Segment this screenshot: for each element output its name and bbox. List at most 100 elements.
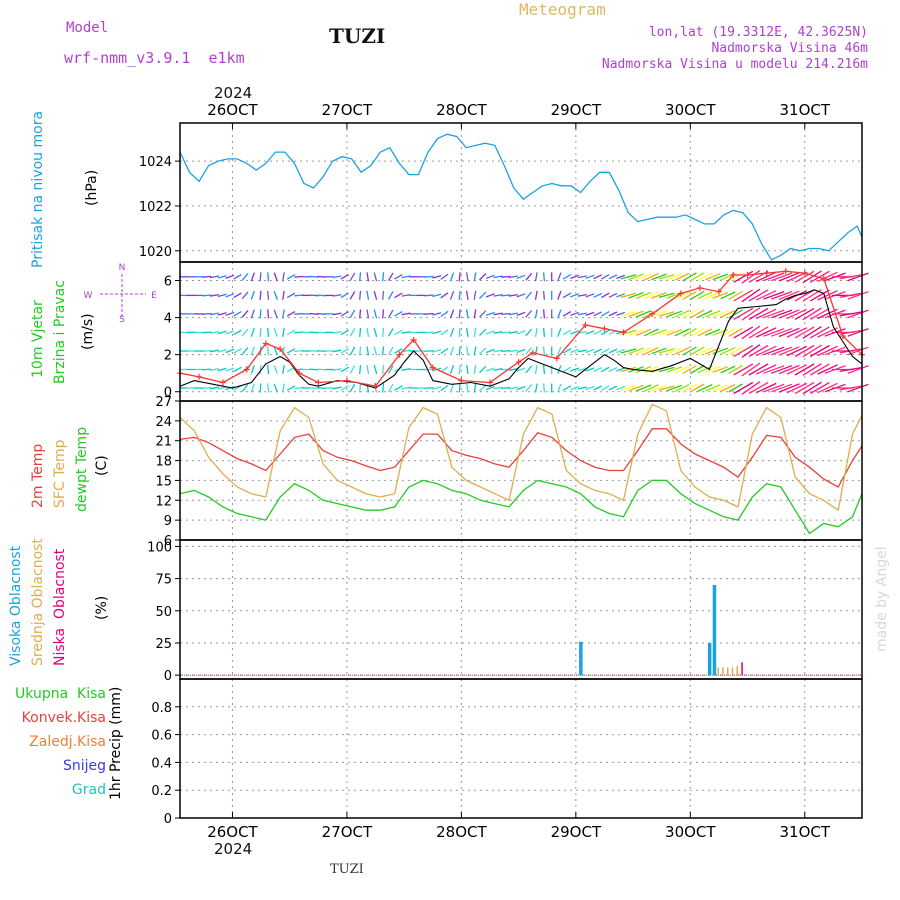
y-tick-label: 18 <box>155 455 172 470</box>
wind-arrow <box>847 365 869 374</box>
wind-gust-marker <box>372 383 379 390</box>
wind-arrow <box>620 348 637 354</box>
wind-arrow <box>733 307 754 320</box>
x-tick-label-top: 29OCT <box>551 101 602 119</box>
wind-arrow <box>748 363 769 376</box>
wind-arrow <box>458 309 461 319</box>
wind-arrow <box>733 270 754 283</box>
compass-s: S <box>119 315 125 325</box>
wind-gust-marker <box>458 377 465 384</box>
wind-arrow <box>635 384 652 392</box>
wind-arrow <box>458 383 461 393</box>
wind-arrow <box>608 274 618 280</box>
wind-gust-marker <box>649 310 656 317</box>
wind-arrow <box>259 327 262 337</box>
wind-gust-marker <box>396 351 403 358</box>
wind-arrow <box>465 383 469 393</box>
wind-arrow <box>458 364 461 375</box>
wind-arrow <box>839 366 862 373</box>
wind-arrow <box>294 294 304 297</box>
y-tick-label: 9 <box>164 514 172 529</box>
wind-arrow <box>473 364 477 375</box>
wind-arrow <box>317 294 327 297</box>
y-tick-label: 6 <box>164 275 172 290</box>
wind-arrow <box>593 292 602 298</box>
wind-arrow <box>809 363 830 376</box>
wind-arrow <box>748 307 769 320</box>
wind-arrow <box>557 290 562 300</box>
wind-title-1: 10m Vjetar <box>30 300 46 378</box>
wind-arrow <box>720 347 736 355</box>
y-tick-label: 1024 <box>139 155 172 170</box>
wind-arrow <box>394 348 403 354</box>
wind-arrow <box>608 348 618 354</box>
wind-arrow <box>424 386 434 390</box>
wind-arrow <box>802 363 822 376</box>
wind-arrow <box>332 312 342 316</box>
wind-arrow <box>585 348 595 354</box>
wind-arrow <box>748 289 769 302</box>
wind-arrow <box>778 290 800 301</box>
y-tick-label: 1020 <box>139 245 172 260</box>
wind-arrow <box>682 346 697 356</box>
wind-arrow <box>485 311 495 317</box>
panel-frame-temperature <box>179 400 863 541</box>
temp-sfc-title: SFC Temp <box>52 439 68 508</box>
wind-arrow <box>479 365 487 374</box>
wind-arrow <box>755 308 777 320</box>
x-tick-label-top: 31OCT <box>780 101 831 119</box>
wind-arrow <box>440 273 449 280</box>
wind-arrow <box>267 290 270 300</box>
wind-arrow <box>542 346 546 356</box>
wind-arrow <box>658 311 675 317</box>
wind-arrow <box>620 274 637 280</box>
wind-arrow <box>802 270 822 284</box>
wind-gust-marker <box>262 340 269 347</box>
wind-arrow <box>786 271 808 283</box>
x-tick-label-bottom: 30OCT <box>665 823 716 841</box>
wind-arrow <box>728 309 743 319</box>
wind-gust-marker <box>763 270 770 277</box>
wind-arrow <box>620 292 637 299</box>
wind-arrow <box>366 309 370 319</box>
wind-arrow <box>847 272 869 282</box>
wind-arrow <box>557 365 562 374</box>
wind-arrow <box>562 329 572 336</box>
wind-arrow <box>847 328 869 337</box>
wind-arrow <box>465 364 469 375</box>
wind-arrow <box>741 325 761 340</box>
wind-arrow <box>794 326 815 339</box>
wind-arrow <box>359 272 362 282</box>
wind-arrow <box>741 362 761 377</box>
wind-arrow <box>508 330 518 334</box>
wind-arrow <box>643 384 659 392</box>
wind-arrow <box>712 329 729 336</box>
cloud-low-bar <box>741 662 743 676</box>
wind-arrow <box>267 364 270 375</box>
wind-arrow <box>233 385 242 391</box>
wind-arrow <box>273 272 278 282</box>
wind-arrow <box>697 384 713 392</box>
wind-arrow <box>608 311 618 317</box>
wind-arrow <box>689 309 705 319</box>
wind-arrow <box>585 293 595 298</box>
wind-arrow <box>359 364 362 375</box>
y-tick-label: 15 <box>155 474 172 489</box>
wind-arrow <box>440 384 449 392</box>
wind-arrow <box>485 348 495 354</box>
wind-arrow <box>273 309 278 319</box>
y-tick-label: 0.4 <box>151 756 172 771</box>
wind-arrow <box>394 292 403 299</box>
wind-arrow <box>241 309 249 318</box>
wind-arrow <box>449 365 455 374</box>
wind-arrow <box>233 329 242 336</box>
x-tick-label-top: 27OCT <box>322 101 373 119</box>
wind-arrow <box>387 328 394 337</box>
wind-arrow <box>577 293 587 297</box>
wind-arrow <box>394 274 403 280</box>
wind-arrow <box>534 290 538 300</box>
wind-arrow <box>250 309 255 319</box>
wind-arrow <box>401 275 411 279</box>
wind-arrow <box>424 312 434 315</box>
wind-arrow <box>628 384 644 392</box>
